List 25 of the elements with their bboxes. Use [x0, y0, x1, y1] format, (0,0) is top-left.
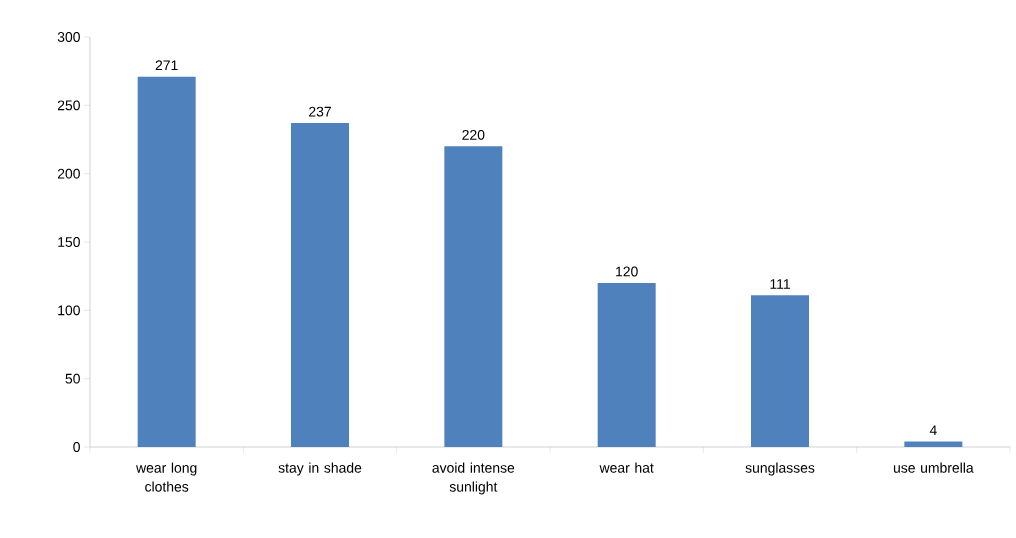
data-label: 237 — [309, 106, 331, 117]
x-tick-label: avoid intense sunlight — [432, 462, 515, 495]
y-tick-label: 250 — [57, 100, 80, 111]
y-tick-label: 150 — [58, 237, 80, 247]
data-label: 4 — [929, 425, 937, 436]
y-tick-label: 0 — [73, 442, 80, 452]
x-tick-label: stay in shade — [278, 462, 362, 476]
x-tick-label: wear hat — [599, 462, 654, 473]
x-tick-label: use umbrella — [893, 462, 974, 473]
data-label: 111 — [770, 279, 790, 289]
y-tick-label: 50 — [65, 373, 80, 384]
bar — [137, 76, 196, 447]
x-tick-label: wear long clothes — [136, 462, 197, 492]
bar — [291, 123, 349, 447]
y-tick-label: 100 — [58, 305, 80, 316]
x-tick-label: sunglasses — [745, 462, 815, 476]
data-label: 120 — [616, 266, 638, 277]
y-tick-label: 200 — [57, 168, 80, 179]
data-label: 220 — [462, 129, 485, 140]
bar — [444, 146, 503, 447]
data-label: 271 — [155, 60, 178, 71]
bar — [904, 441, 963, 447]
bar — [597, 283, 656, 447]
bar — [751, 295, 810, 447]
y-tick-label: 300 — [57, 32, 80, 42]
